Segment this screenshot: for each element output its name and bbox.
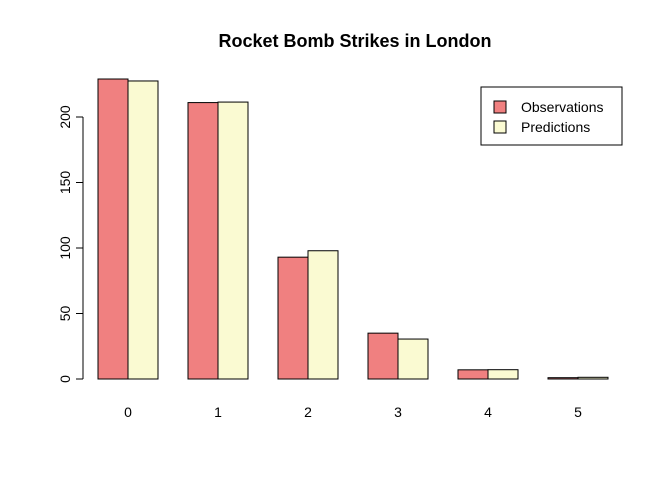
legend-swatch-predictions [493, 120, 507, 134]
y-tick-label: 100 [57, 236, 73, 260]
bar-observations-3 [367, 332, 399, 380]
x-tick-label: 1 [214, 404, 222, 420]
legend-label-predictions: Predictions [521, 119, 590, 135]
x-axis-labels: 0 1 2 3 4 5 [124, 404, 582, 420]
bar-observations-1 [187, 102, 219, 380]
x-tick-label: 3 [394, 404, 402, 420]
x-tick-label: 4 [484, 404, 492, 420]
y-axis: 0 50 100 150 200 [57, 105, 84, 383]
legend-box [480, 86, 623, 146]
legend-label-observations: Observations [521, 99, 603, 115]
bar-observations-0 [97, 78, 129, 380]
x-tick-label: 5 [574, 404, 582, 420]
legend: Observations Predictions [480, 86, 623, 146]
x-tick-label: 0 [124, 404, 132, 420]
x-tick-label: 2 [304, 404, 312, 420]
chart-title: Rocket Bomb Strikes in London [218, 31, 491, 51]
y-tick-label: 200 [57, 105, 73, 129]
bar-predictions-5 [577, 376, 609, 380]
bar-predictions-2 [307, 250, 339, 380]
bar-predictions-0 [127, 80, 159, 380]
legend-swatch-observations [493, 100, 507, 114]
bar-observations-4 [457, 369, 489, 380]
bar-predictions-4 [487, 369, 519, 380]
y-tick-label: 150 [57, 171, 73, 195]
bar-predictions-3 [397, 338, 429, 380]
y-tick-label: 0 [57, 375, 73, 383]
bars [97, 78, 609, 380]
bar-observations-2 [277, 256, 309, 380]
bar-observations-5 [547, 377, 579, 380]
y-tick-label: 50 [57, 306, 73, 322]
bar-predictions-1 [217, 101, 249, 380]
